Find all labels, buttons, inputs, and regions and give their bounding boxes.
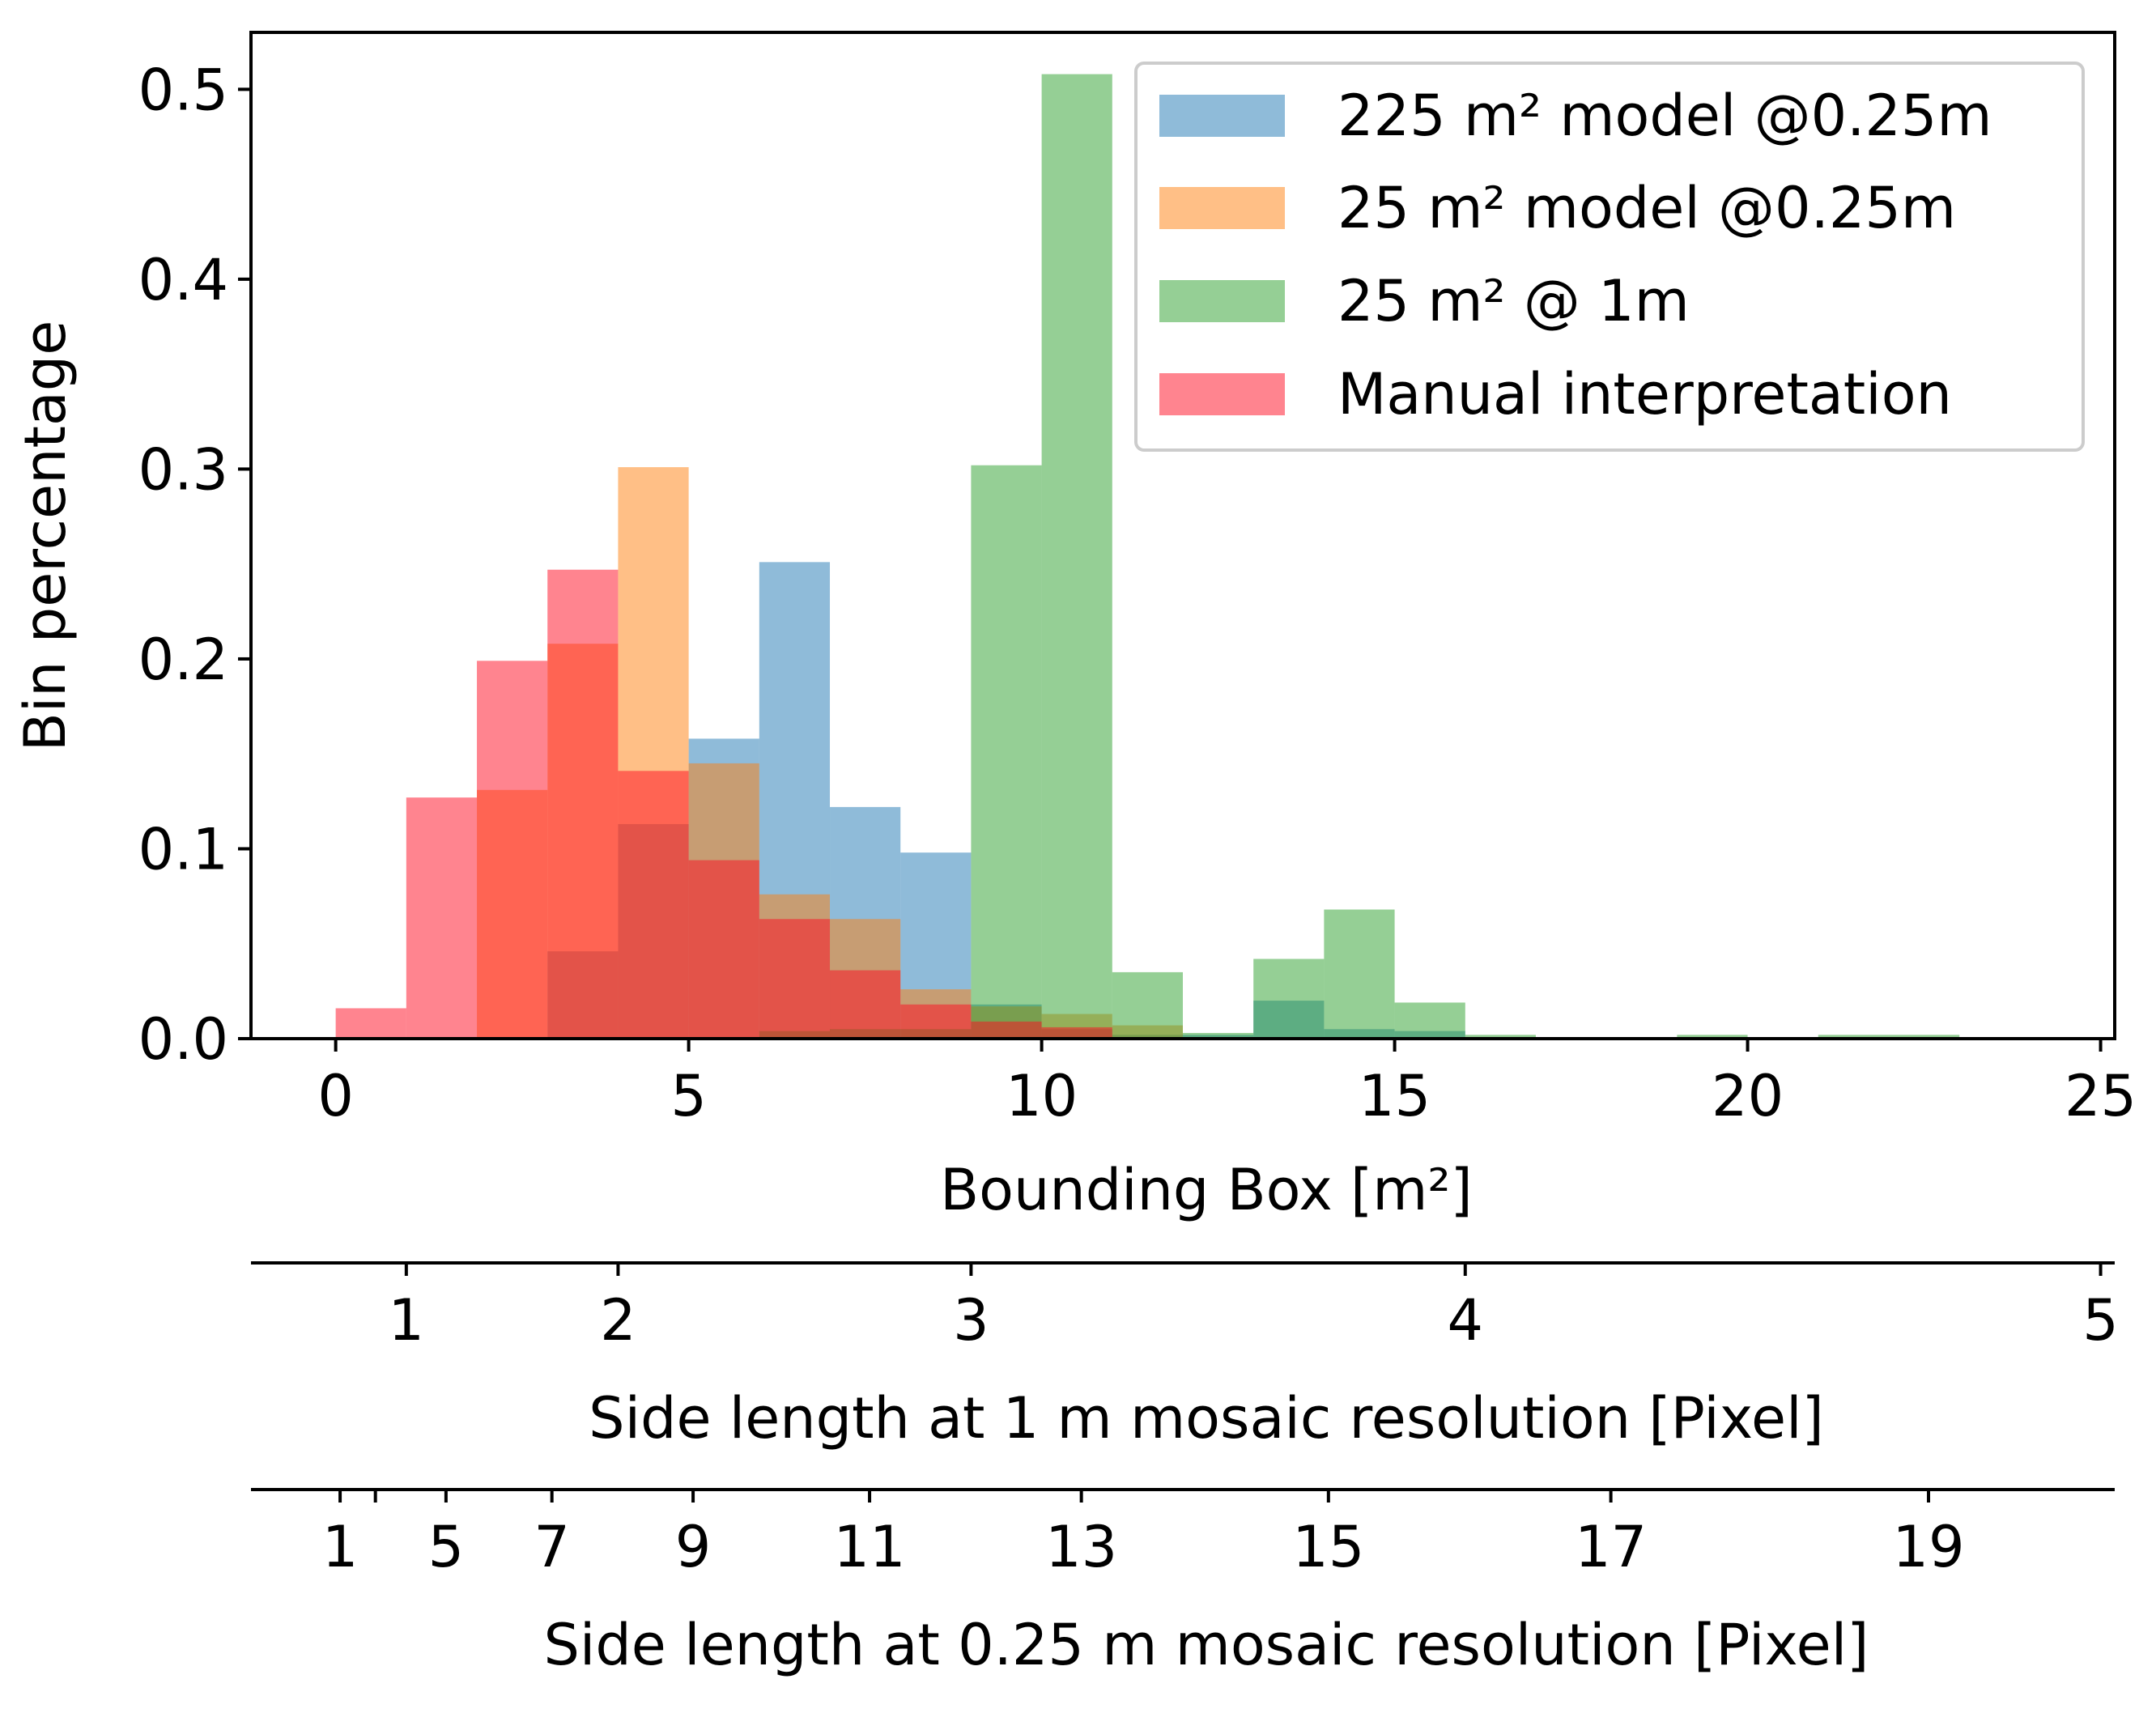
series-25-m-1m — [759, 74, 1960, 1039]
bar — [971, 465, 1042, 1039]
secondary-axis-025m-label: Side length at 0.25 m mosaic resolution … — [543, 1612, 1869, 1678]
x-tick-label: 0 — [317, 1063, 354, 1129]
secondary-tick-label: 15 — [1292, 1514, 1364, 1580]
y-tick-label: 0.0 — [138, 1006, 228, 1073]
bar — [1465, 1035, 1536, 1039]
legend-frame — [1134, 62, 2085, 452]
secondary-tick-label: 3 — [953, 1287, 989, 1354]
bar — [830, 970, 901, 1039]
x-axis-ticks: 0 5 10 15 20 25 — [317, 1039, 2137, 1129]
bar — [335, 1008, 406, 1039]
bar — [1253, 959, 1325, 1039]
secondary-tick-label: 11 — [834, 1514, 906, 1580]
y-axis-ticks: 0.0 0.1 0.2 0.3 0.4 0.5 — [138, 57, 251, 1073]
x-tick-label: 25 — [2065, 1063, 2137, 1129]
y-tick-label: 0.3 — [138, 436, 228, 503]
legend: 225 m² model @0.25m 25 m² model @0.25m 2… — [1134, 62, 2085, 452]
secondary-tick-label: 4 — [1448, 1287, 1484, 1354]
bar — [1041, 74, 1112, 1039]
bar — [759, 919, 831, 1039]
secondary-tick-label: 17 — [1575, 1514, 1647, 1580]
secondary-tick-label: 7 — [534, 1514, 570, 1580]
secondary-tick-label: 19 — [1892, 1514, 1964, 1580]
bar — [1677, 1035, 1748, 1039]
secondary-tick-label: 9 — [675, 1514, 712, 1580]
legend-swatch-25m2-model — [1159, 187, 1285, 229]
bar — [688, 860, 759, 1039]
legend-swatch-225m2-model — [1159, 95, 1285, 137]
plot-frame — [249, 31, 2116, 1040]
secondary-axis-025m-ticks: 1 5 7 9 11 13 15 17 19 — [322, 1490, 1965, 1580]
bar — [1183, 1032, 1254, 1039]
y-tick-label: 0.1 — [138, 816, 228, 882]
secondary-tick-label: 1 — [322, 1514, 359, 1580]
x-tick-label: 5 — [670, 1063, 707, 1129]
bar — [1112, 971, 1183, 1039]
legend-swatch-25m2-1m — [1159, 280, 1285, 322]
bar — [547, 569, 619, 1039]
secondary-tick-label: 1 — [389, 1287, 425, 1354]
bar — [1394, 1002, 1465, 1039]
bar — [900, 1004, 972, 1039]
x-tick-label: 20 — [1712, 1063, 1784, 1129]
y-tick-label: 0.4 — [138, 247, 228, 313]
bar — [1041, 1027, 1112, 1039]
secondary-tick-label: 13 — [1045, 1514, 1117, 1580]
bar — [1888, 1035, 1960, 1039]
secondary-tick-label: 5 — [2082, 1287, 2119, 1354]
secondary-axis-1m-label: Side length at 1 m mosaic resolution [Pi… — [589, 1385, 1824, 1452]
y-axis-label: Bin percentage — [12, 321, 79, 752]
x-tick-label: 15 — [1359, 1063, 1431, 1129]
bar — [477, 661, 548, 1039]
secondary-tick-label: 2 — [600, 1287, 636, 1354]
legend-label-manual: Manual interpretation — [1337, 361, 1952, 427]
bar — [1324, 909, 1395, 1039]
legend-label-225m2-model: 225 m² model @0.25m — [1337, 83, 1992, 149]
bar — [1818, 1035, 1889, 1039]
secondary-axis-025m: 1 5 7 9 11 13 15 17 19 Side length at 0.25 m mos… — [251, 1488, 2115, 1678]
x-tick-label: 10 — [1006, 1063, 1078, 1129]
legend-label-25m2-model: 25 m² model @0.25m — [1337, 175, 1956, 241]
bar — [406, 797, 478, 1039]
legend-label-25m2-1m: 25 m² @ 1m — [1337, 268, 1690, 334]
secondary-axis-1m: 1 2 3 4 5 Side length at 1 m mosaic resoluti… — [251, 1261, 2119, 1452]
y-tick-label: 0.2 — [138, 627, 228, 693]
y-tick-label: 0.5 — [138, 57, 228, 123]
secondary-axis-1m-ticks: 1 2 3 4 5 — [389, 1263, 2119, 1354]
bar — [971, 1021, 1042, 1039]
secondary-tick-label: 5 — [428, 1514, 465, 1580]
series-manual-interpretation — [335, 569, 1112, 1039]
legend-swatch-manual — [1159, 373, 1285, 415]
x-axis-label: Bounding Box [m²] — [940, 1157, 1473, 1223]
histogram-bars — [335, 74, 1960, 1039]
bar — [618, 771, 689, 1039]
